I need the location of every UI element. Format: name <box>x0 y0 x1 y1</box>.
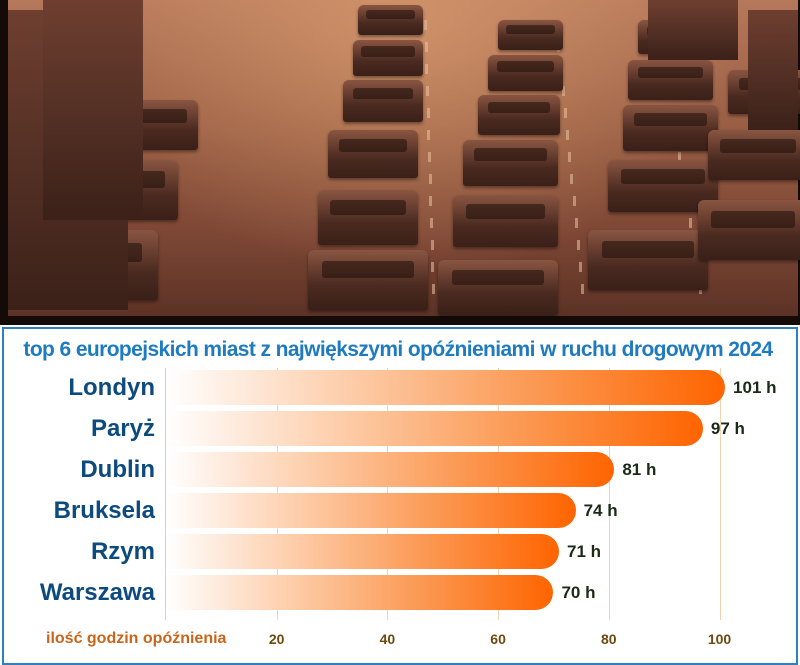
category-label: Bruksela <box>53 497 155 524</box>
lane-marking <box>581 284 585 294</box>
bar <box>166 411 703 446</box>
car <box>328 130 418 178</box>
lane-marking <box>577 240 580 250</box>
lane-marking <box>425 64 429 74</box>
bar <box>166 370 726 405</box>
value-label: 74 h <box>583 501 618 520</box>
bar <box>166 452 615 487</box>
lane-marking <box>430 218 434 228</box>
car <box>343 80 423 122</box>
x-tick-label: 100 <box>707 631 732 647</box>
traffic-photo-image <box>8 0 800 316</box>
value-label: 101 h <box>733 378 777 397</box>
car <box>498 20 563 50</box>
truck <box>43 0 143 220</box>
bar-row: Londyn 101 h <box>0 370 800 406</box>
car <box>628 60 713 100</box>
lane-marking <box>678 152 682 162</box>
car <box>353 40 423 76</box>
car <box>318 190 418 245</box>
lane-marking <box>561 86 565 96</box>
lane-marking <box>566 130 569 140</box>
car <box>698 200 800 260</box>
bar-row: Warszawa 70 h <box>0 575 800 611</box>
x-tick-label: 40 <box>379 631 396 647</box>
lane-marking <box>431 262 435 272</box>
lane-marking <box>426 108 430 118</box>
bar <box>166 575 554 610</box>
lane-marking <box>426 86 430 96</box>
lane-marking <box>430 240 434 250</box>
car <box>308 250 428 310</box>
car <box>438 260 558 315</box>
category-label: Warszawa <box>39 579 155 606</box>
lane-marking <box>428 152 432 162</box>
lane-marking <box>563 108 567 118</box>
car <box>488 55 563 91</box>
lane-marking <box>579 262 583 272</box>
gridline <box>719 368 721 620</box>
car <box>708 130 800 180</box>
category-label: Dublin <box>80 456 155 483</box>
truck <box>748 10 798 130</box>
y-axis-line <box>165 368 166 620</box>
lane-marking <box>429 196 433 206</box>
bar-row: Paryż 97 h <box>0 411 800 447</box>
x-tick-label: 80 <box>601 631 617 647</box>
value-label: 71 h <box>566 542 602 561</box>
car <box>453 195 558 247</box>
car <box>608 160 718 212</box>
x-axis-title: ilość godzin opóźnienia <box>46 630 227 647</box>
lane-marking <box>568 152 572 162</box>
car <box>463 140 558 186</box>
car <box>358 5 423 35</box>
category-label: Paryż <box>90 415 155 442</box>
bar-row: Bruksela 74 h <box>0 493 800 529</box>
category-label: Rzym <box>90 538 155 565</box>
car <box>588 230 708 290</box>
x-tick-label: 20 <box>268 631 285 647</box>
lane-marking <box>424 20 428 30</box>
lane-marking <box>427 130 431 140</box>
lane-marking <box>574 218 578 228</box>
traffic-photo <box>0 0 800 325</box>
gridline <box>608 368 610 620</box>
bar <box>166 534 559 569</box>
value-label: 97 h <box>710 419 745 438</box>
lane-marking <box>572 196 576 206</box>
x-tick-label: 60 <box>490 631 506 647</box>
lane-marking <box>570 174 574 184</box>
bar <box>166 493 576 528</box>
bar-row: Dublin 81 h <box>0 452 800 488</box>
value-label: 70 h <box>561 583 596 602</box>
bar-row: Rzym 71 h <box>0 534 800 570</box>
lane-marking <box>428 174 432 184</box>
lane-marking <box>432 284 436 294</box>
car <box>478 95 560 135</box>
truck <box>648 0 738 60</box>
chart-title: top 6 europejskich miast z największymi … <box>23 338 773 361</box>
value-label: 81 h <box>622 460 657 479</box>
lane-marking <box>424 42 428 52</box>
lane-marking <box>688 218 692 228</box>
car <box>623 105 718 151</box>
category-label: Londyn <box>68 374 155 401</box>
